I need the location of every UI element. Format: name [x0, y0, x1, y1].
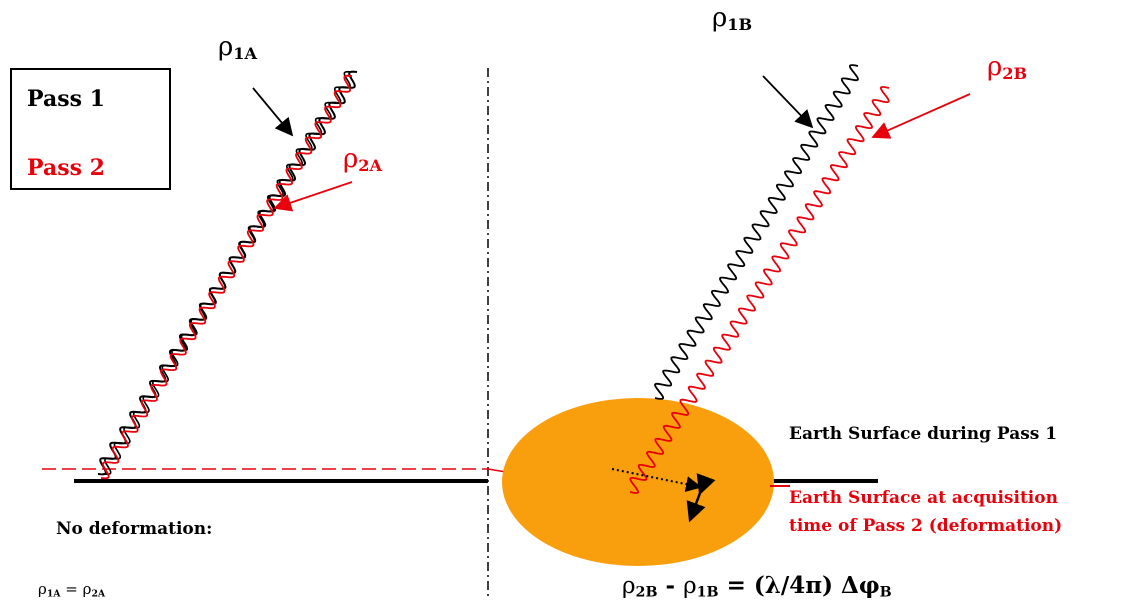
deformation-zone [502, 398, 774, 566]
label-rho2a: ρ2A [343, 144, 383, 176]
wave-pass1-a-2 [102, 70, 353, 476]
label-rho1a: ρ1A [218, 32, 258, 64]
equation-no-deformation: ρ1A = ρ2A [38, 580, 106, 600]
legend-pass1: Pass 1 [27, 86, 105, 112]
equation-deformation: ρ2B - ρ1B = (λ/4π) ΔφB [622, 572, 892, 601]
label-surface-pass2: Earth Surface at acquisition time of Pass… [789, 488, 1063, 536]
arrow-rho1a [252, 87, 294, 137]
displacement-double-arrow [686, 473, 716, 523]
wave-pass2-a [100, 74, 353, 480]
label-surface-pass1: Earth Surface during Pass 1 [789, 424, 1058, 444]
radar-waves [97, 64, 890, 494]
arrow-rho2a [273, 181, 353, 212]
wave-pass2-b [629, 86, 890, 494]
legend-box [10, 68, 171, 190]
label-rho1b: ρ1B [712, 3, 753, 35]
wave-pass1-b [654, 64, 859, 400]
earth-surface-pass2-dashed-end [487, 468, 507, 473]
label-rho2b: ρ2B [987, 52, 1028, 84]
legend-pass2: Pass 2 [27, 155, 105, 181]
arrow-rho2b [871, 93, 971, 139]
arrow-rho1b [762, 75, 814, 129]
label-no-deformation: No deformation: [56, 519, 213, 539]
